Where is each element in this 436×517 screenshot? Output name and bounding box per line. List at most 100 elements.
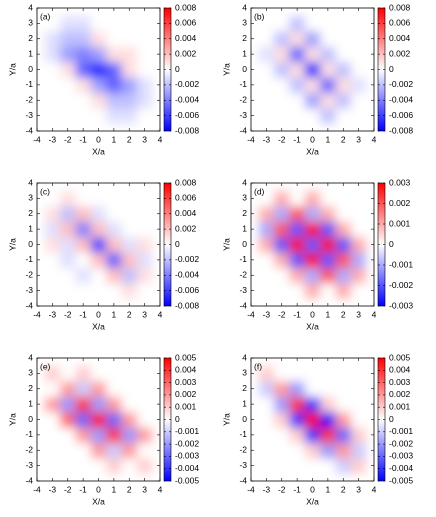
x-tick-label: 3 [142, 134, 147, 144]
heatmap-cell [320, 457, 337, 474]
y-axis-label: Y/a [221, 63, 231, 76]
y-tick-label: 1 [28, 398, 33, 408]
y-axis-label: Y/a [7, 413, 17, 426]
heatmap-cell [44, 123, 61, 131]
heatmap [37, 8, 160, 131]
heatmap-cell [304, 252, 321, 269]
heatmap-cell [90, 183, 107, 192]
y-tick-label: -4 [239, 475, 247, 485]
heatmap-cell [335, 365, 352, 382]
heatmap-cell [350, 46, 367, 63]
heatmap-cell [304, 206, 321, 222]
panel: -4 -3 -2 -1 0 1 2 3 4-4-3-2-101234(d)X/aY/a0.003… [221, 177, 413, 331]
heatmap-cell [44, 411, 61, 428]
heatmap-cell [335, 442, 352, 459]
heatmap-cell [366, 107, 374, 124]
colorbar-tick-label: 0.002 [389, 48, 411, 58]
heatmap-cell [44, 427, 61, 444]
y-tick-label: 4 [28, 177, 33, 187]
heatmap-cell [37, 221, 46, 238]
heatmap-cell [75, 77, 92, 94]
colorbar-tick-label: 0 [175, 64, 180, 74]
heatmap-cell [106, 206, 123, 222]
heatmap-cell [44, 236, 61, 253]
x-tick-label: 0 [96, 484, 101, 494]
colorbar-tick-label: -0.002 [389, 280, 413, 290]
heatmap-cell [90, 381, 107, 397]
heatmap-cell [152, 396, 160, 413]
heatmap-cell [75, 31, 92, 47]
heatmap-cell [37, 8, 46, 17]
heatmap-cell [60, 8, 76, 17]
colorbar-tick-label: -0.006 [389, 110, 413, 120]
heatmap-cell [90, 411, 107, 428]
y-tick-label: 3 [28, 18, 33, 28]
colorbar-tick-label: 0.002 [389, 198, 411, 208]
heatmap-cell [258, 221, 275, 238]
heatmap-cell [60, 442, 76, 459]
heatmap-cell [251, 15, 260, 32]
heatmap-cell [37, 107, 46, 124]
y-tick-label: -3 [25, 460, 33, 470]
heatmap-cell [274, 77, 290, 94]
y-tick-label: -2 [25, 270, 33, 280]
heatmap-cell [136, 381, 153, 397]
heatmap-cell [75, 61, 92, 78]
heatmap-cell [251, 298, 260, 306]
heatmap-cell [304, 77, 321, 94]
heatmap-cell [106, 46, 123, 63]
heatmap-cell [136, 411, 153, 428]
heatmap-cell [136, 92, 153, 109]
heatmap-cell [258, 365, 275, 382]
x-tick-label: 3 [356, 134, 361, 144]
panel-label: (e) [40, 361, 51, 371]
heatmap-cell [121, 190, 138, 207]
heatmap-cell [320, 206, 337, 222]
heatmap-cell [106, 236, 123, 253]
y-tick-label: 3 [242, 368, 247, 378]
heatmap-cell [136, 8, 153, 17]
panel-label: (f) [254, 361, 262, 371]
heatmap-cell [251, 123, 260, 131]
heatmap-cell [350, 381, 367, 397]
heatmap-cell [106, 8, 123, 17]
colorbar-tick-label: -0.004 [389, 463, 413, 473]
heatmap-cell [366, 427, 374, 444]
x-tick-label: -4 [33, 134, 41, 144]
heatmap-cell [289, 61, 306, 78]
y-tick-label: 0 [242, 64, 247, 74]
y-tick-label: -3 [239, 460, 247, 470]
y-tick-label: -1 [239, 254, 247, 264]
heatmap-cell [335, 31, 352, 47]
heatmap-cell [75, 381, 92, 397]
heatmap-cell [335, 396, 352, 413]
y-tick-label: 4 [242, 2, 247, 12]
heatmap-cell [152, 206, 160, 222]
heatmap-cell [60, 236, 76, 253]
heatmap-cell [37, 31, 46, 47]
heatmap-cell [274, 123, 290, 131]
heatmap-cell [37, 381, 46, 397]
heatmap-cell [37, 457, 46, 474]
heatmap-cell [335, 8, 352, 17]
y-tick-label: 3 [28, 193, 33, 203]
heatmap-cell [75, 252, 92, 269]
heatmap-cell [350, 298, 367, 306]
heatmap-cell [251, 206, 260, 222]
colorbar-tick-label: 0.008 [389, 2, 411, 12]
y-tick-label: 0 [28, 64, 33, 74]
heatmap-cell [350, 282, 367, 299]
heatmap-cell [136, 190, 153, 207]
heatmap-cell [304, 282, 321, 299]
heatmap-cell [90, 190, 107, 207]
heatmap-cell [44, 396, 61, 413]
y-tick-label: -1 [25, 79, 33, 89]
heatmap-cell [121, 282, 138, 299]
heatmap-cell [90, 396, 107, 413]
heatmap-cell [44, 183, 61, 192]
heatmap-cell [320, 473, 337, 481]
heatmap-cell [106, 77, 123, 94]
colorbar-tick-label: 0.002 [175, 223, 197, 233]
x-tick-label: -2 [278, 484, 286, 494]
colorbar-tick-label: 0.005 [389, 352, 411, 362]
